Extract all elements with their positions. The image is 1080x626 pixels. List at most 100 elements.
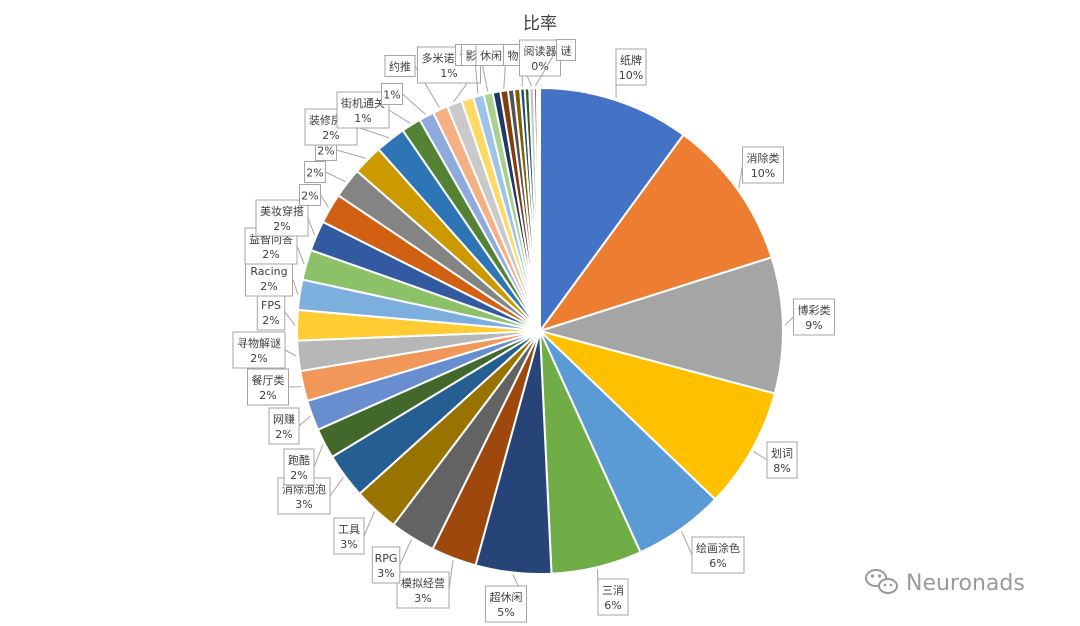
slice-name-label: 博彩类 xyxy=(798,303,831,317)
slice-percent-label: 5% xyxy=(497,606,514,619)
slice-percent-label: 8% xyxy=(773,462,790,475)
slice-name-label: 划词 xyxy=(771,447,793,460)
leader-line xyxy=(284,311,296,326)
slice-percent-label: 3% xyxy=(340,538,357,551)
slice-name-label: 约推 xyxy=(389,60,411,74)
watermark-text: Neuronads xyxy=(906,571,1025,596)
leader-line xyxy=(363,511,375,537)
label-callout xyxy=(396,571,450,609)
leader-line xyxy=(753,450,768,461)
slice-percent-label: 3% xyxy=(414,592,431,605)
leader-line xyxy=(534,49,557,87)
label-callout xyxy=(333,517,365,555)
label-callout xyxy=(766,441,798,479)
label-callout xyxy=(485,585,527,623)
leader-line xyxy=(336,149,367,159)
slice-name-label: Racing xyxy=(250,265,287,278)
slice-percent-label: 10% xyxy=(751,167,775,180)
slice-percent-label: 2% xyxy=(275,428,292,441)
slice-name-label: RPG xyxy=(375,552,398,565)
leader-line xyxy=(356,126,390,139)
leader-line xyxy=(738,164,743,188)
label-callout xyxy=(742,146,784,184)
slice-name-label: 影 xyxy=(466,50,477,63)
label-callout xyxy=(519,39,561,77)
slice-percent-label: 1% xyxy=(354,112,371,125)
label-callout xyxy=(793,298,835,336)
slice-percent-label: 2% xyxy=(322,129,339,142)
label-callout xyxy=(304,161,326,183)
slice-labels: 纸牌 10% 消除类 10% 博彩类 9% 划词 8% 绘画涂色 6% 三消 6% 超休闲 5% 模拟经营 3… xyxy=(232,39,835,623)
slice-name-label: 物 xyxy=(508,49,519,63)
slice-name-label: 谜 xyxy=(561,45,572,58)
leader-line xyxy=(313,444,324,468)
slice-percent-label: 9% xyxy=(805,319,822,332)
label-callout xyxy=(381,83,403,105)
slice-percent-label: 0% xyxy=(531,60,548,73)
slice-name-label: 三消 xyxy=(602,583,624,597)
slice-percent-label: 2% xyxy=(273,220,290,233)
slice-percent-label: 2% xyxy=(262,248,279,261)
slice-percent-label: 2% xyxy=(306,167,323,180)
slice-name-label: 美妆穿搭 xyxy=(260,204,304,218)
label-callout xyxy=(597,578,629,616)
slice-name-label: 超休闲 xyxy=(490,590,523,604)
slice-name-label: 街机通关 xyxy=(341,96,385,110)
slice-percent-label: 1% xyxy=(383,89,400,102)
slice-name-label: 餐厅类 xyxy=(252,373,285,387)
watermark: Neuronads xyxy=(865,569,1025,596)
slice-percent-label: 2% xyxy=(262,314,279,327)
label-callout xyxy=(556,39,576,61)
slice-name-label: 绘画涂色 xyxy=(696,541,740,555)
slice-name-label: 消除类 xyxy=(747,151,780,165)
label-callout xyxy=(691,536,745,574)
pie-slice xyxy=(537,133,773,333)
label-callout xyxy=(336,91,390,129)
slice-percent-label: 2% xyxy=(260,280,277,293)
pie-slice xyxy=(537,86,541,332)
slice-name-label: 休闲 xyxy=(480,49,502,63)
slice-percent-label: 2% xyxy=(317,145,334,158)
leader-line xyxy=(320,194,329,208)
label-callout xyxy=(371,546,401,584)
leader-line xyxy=(681,530,693,556)
slice-percent-label: 2% xyxy=(290,469,307,482)
slice-percent-label: 3% xyxy=(377,567,394,580)
pie-slices xyxy=(296,86,784,575)
chart-title: 比率 xyxy=(523,14,557,34)
leader-line xyxy=(284,349,297,357)
leader-line xyxy=(388,109,411,124)
slice-percent-label: 2% xyxy=(250,352,267,365)
slice-name-label: 工具 xyxy=(338,523,360,536)
label-callout xyxy=(247,368,289,406)
label-callout xyxy=(384,55,416,77)
slice-percent-label: 2% xyxy=(301,190,318,203)
label-callout xyxy=(283,448,315,486)
slice-name-label: 寻物解谜 xyxy=(237,336,281,350)
slice-percent-label: 2% xyxy=(259,389,276,402)
leader-line xyxy=(325,171,346,183)
slice-name-label: 跑酷 xyxy=(288,453,310,467)
slice-percent-label: 10% xyxy=(619,69,643,82)
leader-line xyxy=(307,217,316,236)
leader-line xyxy=(329,476,344,497)
slice-name-label: 模拟经营 xyxy=(401,576,445,590)
pie-slice xyxy=(536,256,784,395)
slice-percent-label: 6% xyxy=(604,599,621,612)
leader-line xyxy=(298,415,311,427)
label-callout xyxy=(245,259,293,297)
leader-line xyxy=(296,245,305,265)
leader-line xyxy=(292,277,299,295)
slice-percent-label: 3% xyxy=(295,498,312,511)
leader-line xyxy=(402,93,426,115)
label-callout xyxy=(615,48,647,86)
leader-line xyxy=(448,559,454,591)
pie-slice xyxy=(539,330,777,501)
slice-name-label: FPS xyxy=(261,299,281,312)
pie-slice xyxy=(539,86,685,335)
label-callout xyxy=(268,407,300,445)
label-callout xyxy=(232,331,286,369)
leader-line xyxy=(399,539,412,566)
slice-name-label: 纸牌 xyxy=(620,53,642,67)
